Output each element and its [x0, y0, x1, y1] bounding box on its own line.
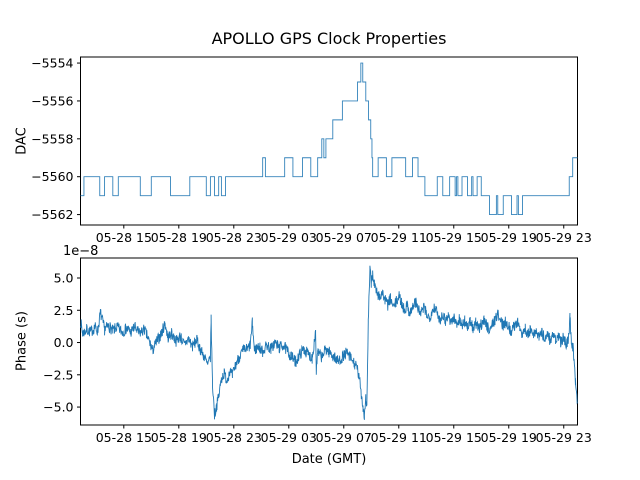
- phase-axis-label: Phase (s): [14, 311, 30, 371]
- dac-axis-label: DAC: [14, 127, 30, 155]
- x-tick-label: 05-29 15: [426, 430, 482, 445]
- x-tick-label: 05-29 23: [536, 430, 592, 445]
- x-tick-label: 05-29 11: [371, 430, 427, 445]
- y-tick-label: −5558: [31, 131, 73, 146]
- offset-text: 1e−8: [63, 244, 99, 259]
- x-tick-label: 05-28 23: [206, 430, 262, 445]
- x-tick-label: 05-29 03: [261, 230, 317, 245]
- x-tick-label: 05-29 19: [481, 430, 537, 445]
- y-tick-label: −5560: [31, 169, 73, 184]
- x-tick-label: 05-29 15: [426, 230, 482, 245]
- x-tick-label: 05-28 15: [96, 230, 152, 245]
- x-tick-label: 05-29 03: [261, 430, 317, 445]
- y-tick-label: −5562: [31, 207, 73, 222]
- axes-frame: [80, 257, 578, 426]
- phase-noisy-line: [80, 265, 578, 420]
- y-tick-label: 5.0: [54, 271, 74, 286]
- y-tick-label: −5.0: [43, 400, 73, 415]
- x-tick-label: 05-28 19: [151, 230, 207, 245]
- y-tick-label: −5554: [31, 56, 73, 71]
- x-tick-label: 05-29 19: [481, 230, 537, 245]
- x-tick-label: 05-28 15: [96, 430, 152, 445]
- chart-title: APOLLO GPS Clock Properties: [211, 29, 447, 48]
- dac-step-line: [80, 62, 578, 216]
- x-tick-label: 05-29 07: [316, 430, 372, 445]
- x-tick-label: 05-29 23: [536, 230, 592, 245]
- date-axis-label: Date (GMT): [291, 452, 367, 467]
- x-tick-label: 05-28 23: [206, 230, 262, 245]
- x-tick-label: 05-28 19: [151, 430, 207, 445]
- y-tick-label: −5556: [31, 93, 73, 108]
- y-tick-label: 0.0: [54, 335, 74, 350]
- axes-frame: [80, 56, 578, 226]
- x-tick-label: 05-29 07: [316, 230, 372, 245]
- y-tick-label: 2.5: [54, 303, 74, 318]
- x-tick-label: 05-29 11: [371, 230, 427, 245]
- y-tick-label: −2.5: [43, 367, 73, 382]
